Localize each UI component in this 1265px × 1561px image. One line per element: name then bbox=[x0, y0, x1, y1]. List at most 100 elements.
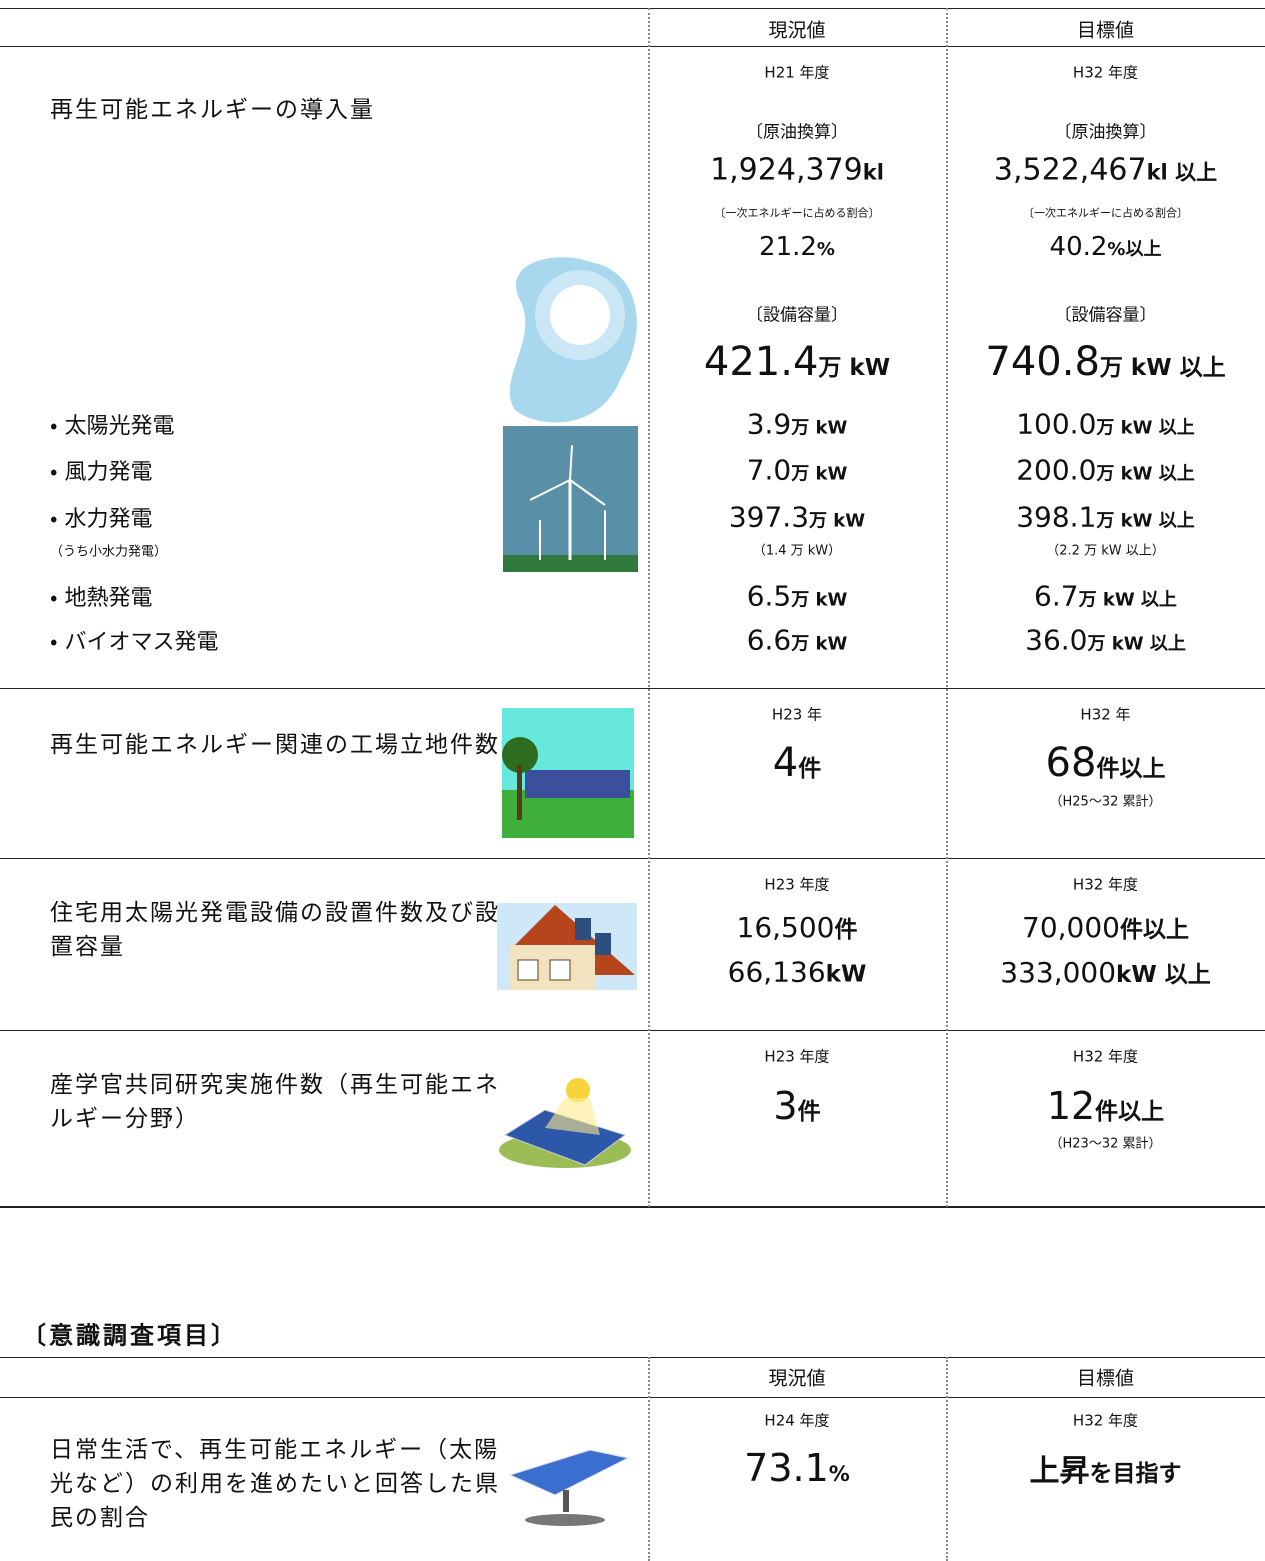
cell-text: 40.2 bbox=[1049, 232, 1108, 262]
column-divider bbox=[946, 1357, 948, 1561]
cell-text: 目標値 bbox=[1076, 1367, 1134, 1390]
cell-text: 現況値 bbox=[768, 1367, 826, 1390]
row-label: 再生可能エネルギーの導入量 bbox=[50, 97, 375, 123]
rule bbox=[0, 1357, 1265, 1358]
cell-line: H32 年度 bbox=[946, 1410, 1265, 1431]
cell-text: 100.0 bbox=[1016, 407, 1097, 441]
cell-line: 〔設備容量〕 bbox=[946, 301, 1265, 326]
cell-line: 目標値 bbox=[946, 16, 1265, 43]
item-label: ・ バイオマス発電 bbox=[50, 624, 218, 656]
cell-line: 68件以上 bbox=[946, 740, 1265, 786]
cell-line: H32 年度 bbox=[946, 874, 1265, 895]
item-label: （うち小水力発電） bbox=[50, 537, 167, 562]
cell-text: 万 kW bbox=[791, 633, 848, 655]
cell-line: 3件 bbox=[648, 1084, 946, 1128]
cell-text: 66,136 bbox=[727, 955, 826, 989]
rule bbox=[0, 46, 1265, 47]
cell-line: 〔設備容量〕 bbox=[648, 301, 946, 326]
cell-text: 万 kW 以上 bbox=[1096, 510, 1195, 532]
solar-panel-illustration bbox=[508, 1449, 630, 1526]
cell-text: H32 年度 bbox=[1072, 1411, 1139, 1430]
item-label: ・ 風力発電 bbox=[50, 454, 152, 486]
cell-text: ・ 水力発電 bbox=[50, 507, 153, 532]
cell-line: 6.5万 kW bbox=[648, 580, 946, 613]
cell-line: H32 年 bbox=[946, 704, 1265, 725]
cell-text: （うち小水力発電） bbox=[50, 544, 168, 560]
cell-line: 1,924,379kl bbox=[648, 153, 946, 188]
cell-text: 〔一次エネルギーに占める割合〕 bbox=[714, 206, 880, 220]
cell-text: 398.1 bbox=[1016, 500, 1097, 534]
cell-line: 12件以上 bbox=[946, 1084, 1265, 1128]
cell-text: 〔一次エネルギーに占める割合〕 bbox=[1023, 206, 1188, 220]
cell-line: 3.9万 kW bbox=[648, 408, 946, 441]
cell-text: 万 kW 以上 bbox=[1096, 417, 1195, 439]
cell-text: 万 kW 以上 bbox=[1087, 633, 1186, 655]
cell-line: 3,522,467kl 以上 bbox=[946, 153, 1265, 188]
cell-text: 〔設備容量〕 bbox=[1054, 305, 1157, 326]
cell-line: 333,000kW 以上 bbox=[946, 955, 1265, 989]
cell-line: 100.0万 kW 以上 bbox=[946, 408, 1265, 441]
cell-text: %以上 bbox=[1107, 239, 1162, 260]
cell-line: 40.2%以上 bbox=[946, 232, 1265, 262]
cell-line: H32 年度 bbox=[946, 62, 1265, 83]
cell-text: 件以上 bbox=[1095, 1099, 1165, 1125]
cell-text: （H23～32 累計） bbox=[1049, 1136, 1162, 1152]
cell-text: 件 bbox=[834, 917, 858, 943]
cell-line: 21.2% bbox=[648, 232, 946, 262]
cell-text: 68 bbox=[1045, 740, 1097, 786]
cell-text: 73.1 bbox=[744, 1446, 829, 1490]
cell-text: 397.3 bbox=[728, 500, 810, 534]
column-divider bbox=[648, 8, 650, 1207]
cell-text: 3 bbox=[773, 1084, 798, 1128]
cell-text: 万 kW bbox=[791, 463, 848, 485]
cell-line: 7.0万 kW bbox=[648, 454, 946, 487]
cell-text: ・ 太陽光発電 bbox=[50, 414, 175, 439]
cell-text: H23 年度 bbox=[764, 875, 830, 894]
cell-text: 12 bbox=[1046, 1084, 1096, 1128]
cell-text: 6.6 bbox=[746, 623, 792, 657]
cell-text: % bbox=[816, 239, 835, 260]
cell-text: H32 年度 bbox=[1072, 875, 1139, 894]
cell-text: kl bbox=[862, 160, 884, 185]
rule bbox=[0, 1030, 1265, 1031]
cell-text: H21 年度 bbox=[764, 63, 830, 82]
cell-line: 〔一次エネルギーに占める割合〕 bbox=[946, 202, 1265, 221]
row-label: 産学官共同研究実施件数（再生可能エネルギー分野） bbox=[50, 1072, 500, 1132]
cell-text: H32 年度 bbox=[1072, 1047, 1139, 1066]
cell-text: 〔原油換算〕 bbox=[1054, 122, 1157, 143]
cell-text: 21.2 bbox=[759, 232, 817, 262]
cell-text: ・ 風力発電 bbox=[50, 460, 153, 485]
cell-line: 6.6万 kW bbox=[648, 624, 946, 657]
rule bbox=[0, 8, 1265, 9]
house-illustration bbox=[497, 903, 637, 990]
cell-line: 〔原油換算〕 bbox=[946, 118, 1265, 143]
cell-text: 36.0 bbox=[1025, 623, 1088, 657]
cell-text: ・ 地熱発電 bbox=[50, 586, 153, 611]
cell-line: （H23～32 累計） bbox=[946, 1133, 1265, 1152]
cell-text: を目指す bbox=[1089, 1461, 1182, 1487]
row-label: 日常生活で、再生可能エネルギー（太陽光など）の利用を進めたいと回答した県民の割合 bbox=[50, 1437, 500, 1531]
cell-text: 件 bbox=[798, 756, 822, 782]
cell-text: 件以上 bbox=[1096, 756, 1166, 782]
row-label: 住宅用太陽光発電設備の設置件数及び設置容量 bbox=[50, 900, 500, 960]
cell-line: 70,000件以上 bbox=[946, 910, 1265, 944]
cell-text: 421.4 bbox=[703, 339, 819, 385]
solar-panel-illustration bbox=[499, 1078, 631, 1168]
column-divider bbox=[648, 1357, 650, 1561]
cell-text: kl 以上 bbox=[1146, 160, 1218, 185]
cell-text: 200.0 bbox=[1016, 453, 1097, 487]
rule bbox=[0, 1397, 1265, 1398]
cell-line: 398.1万 kW 以上 bbox=[946, 501, 1265, 534]
cell-text: 上昇 bbox=[1029, 1454, 1090, 1489]
cell-text: H24 年度 bbox=[764, 1411, 830, 1430]
cell-line: 〔原油換算〕 bbox=[648, 118, 946, 143]
cell-text: 〔原油換算〕 bbox=[746, 122, 848, 143]
cell-text: 万 kW bbox=[818, 355, 891, 381]
cell-text: 件 bbox=[797, 1099, 821, 1125]
wind-illustration bbox=[503, 426, 638, 572]
cell-text: kW 以上 bbox=[1116, 962, 1211, 988]
cell-text: 1,924,379 bbox=[710, 152, 863, 188]
cell-text: 〔設備容量〕 bbox=[746, 305, 848, 326]
cell-text: 70,000 bbox=[1022, 911, 1120, 944]
